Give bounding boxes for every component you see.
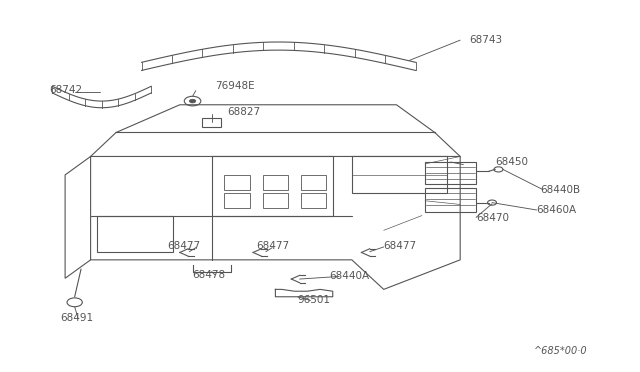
Text: 68491: 68491 — [61, 313, 94, 323]
Text: 68477: 68477 — [384, 241, 417, 251]
Text: ^685*00·0: ^685*00·0 — [534, 346, 588, 356]
Text: 68743: 68743 — [470, 35, 503, 45]
Text: 68440A: 68440A — [330, 271, 370, 281]
Text: 68470: 68470 — [476, 213, 509, 223]
Text: 68477: 68477 — [167, 241, 200, 251]
Text: 68440B: 68440B — [540, 185, 580, 195]
Text: 68477: 68477 — [256, 241, 289, 251]
Text: 68450: 68450 — [495, 157, 528, 167]
Circle shape — [189, 99, 196, 103]
Text: 68827: 68827 — [228, 107, 260, 117]
Text: 76948E: 76948E — [215, 81, 255, 91]
Text: 68742: 68742 — [49, 85, 83, 95]
Text: 96501: 96501 — [298, 295, 331, 305]
Text: 68478: 68478 — [193, 270, 226, 280]
Text: 68460A: 68460A — [537, 205, 577, 215]
